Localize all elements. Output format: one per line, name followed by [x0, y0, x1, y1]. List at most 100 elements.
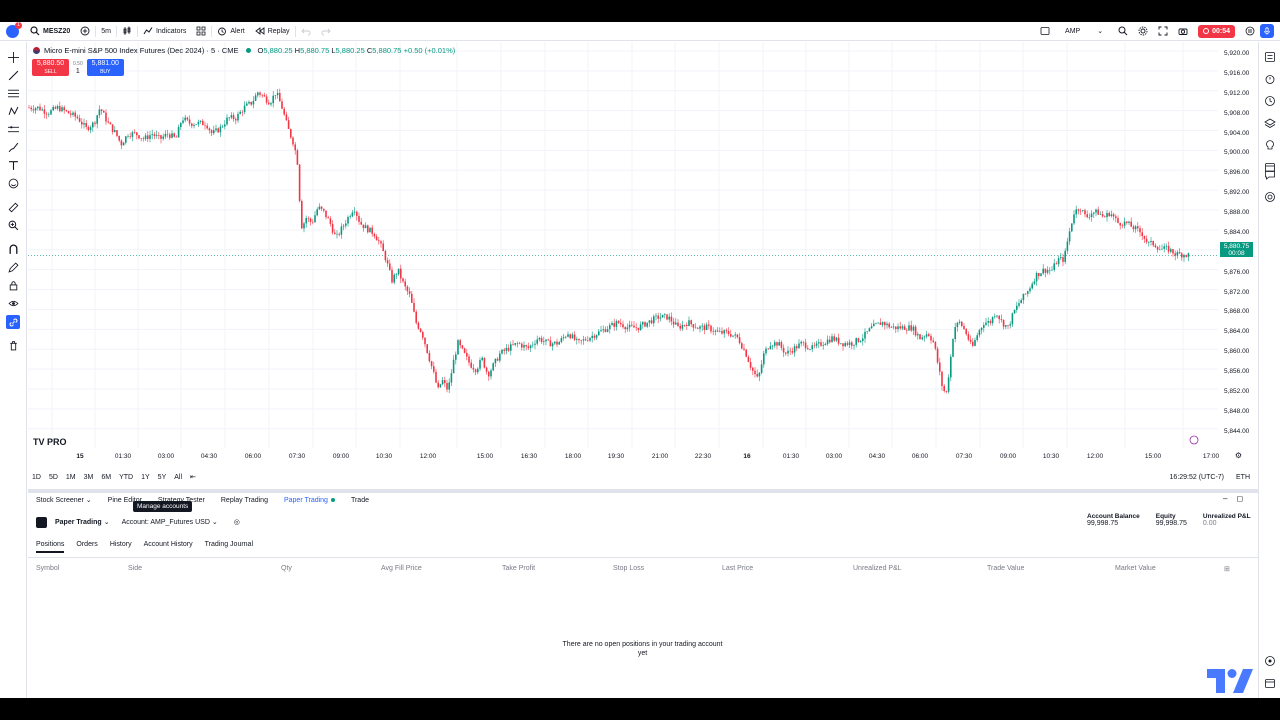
- lock-tool[interactable]: [7, 279, 19, 291]
- compare-button[interactable]: [75, 22, 95, 41]
- ideas-button[interactable]: [1264, 138, 1276, 150]
- replay-button[interactable]: Replay: [250, 22, 295, 41]
- fullscreen-button[interactable]: [1153, 22, 1173, 41]
- panel-tab-strategy-tester[interactable]: Strategy Tester: [157, 496, 205, 504]
- sub-tab-orders[interactable]: Orders: [76, 541, 98, 548]
- goto-date-icon[interactable]: ⇤: [190, 474, 196, 481]
- range-ytd[interactable]: YTD: [119, 473, 134, 481]
- hide-tool[interactable]: [7, 297, 19, 309]
- column-header[interactable]: Market Value: [1115, 565, 1156, 572]
- broker-name[interactable]: Paper Trading: [55, 518, 102, 526]
- templates-button[interactable]: [191, 22, 211, 41]
- candle-body: [573, 334, 576, 340]
- range-1y[interactable]: 1Y: [141, 473, 150, 481]
- sync-drawings-tool[interactable]: [6, 315, 20, 329]
- column-header[interactable]: Symbol: [36, 565, 60, 572]
- calendar-button[interactable]: [1264, 160, 1276, 172]
- range-all[interactable]: All: [174, 473, 183, 481]
- sub-tab-account-history[interactable]: Account History: [143, 541, 193, 548]
- settings-button[interactable]: [1133, 22, 1153, 41]
- forecast-tool[interactable]: [7, 123, 19, 135]
- pause-button[interactable]: [1240, 22, 1260, 41]
- broker-dropdown[interactable]: AMP ⌄: [1055, 22, 1113, 41]
- recording-timer[interactable]: 00:54: [1193, 22, 1240, 41]
- panel-tab-paper-trading[interactable]: Paper Trading: [284, 497, 335, 504]
- crosshair-tool[interactable]: [7, 51, 19, 63]
- timezone-settings-icon[interactable]: ⚙: [1234, 451, 1242, 460]
- alerts-button[interactable]: [1264, 72, 1276, 84]
- column-header[interactable]: Stop Loss: [613, 565, 645, 572]
- recording-button[interactable]: 00:54: [1198, 24, 1235, 38]
- broker-chevron-icon[interactable]: ⌄: [103, 519, 110, 526]
- time-axis[interactable]: ⚙ 15 01:30 03:00 04:30 06:00 07:30 09:00 10:30 1…: [28, 448, 1258, 464]
- zoom-tool[interactable]: [7, 219, 19, 231]
- sub-tab-trading-journal[interactable]: Trading Journal: [204, 541, 254, 548]
- price-axis[interactable]: 5,920.00 5,916.00 5,912.00 5,908.00 5,904.00…: [1218, 42, 1258, 458]
- trendline-tool[interactable]: [7, 69, 19, 81]
- emoji-tool[interactable]: [7, 177, 19, 189]
- column-header[interactable]: Qty: [281, 565, 292, 572]
- account-chevron-icon[interactable]: ⌄: [211, 519, 218, 526]
- layers-button[interactable]: [1264, 116, 1276, 128]
- columns-settings-icon[interactable]: ⊞: [1224, 566, 1230, 573]
- indicators-button[interactable]: Indicators: [138, 22, 191, 41]
- panel-tab-pine-editor[interactable]: Pine Editor: [107, 496, 142, 504]
- range-5y[interactable]: 5Y: [157, 473, 167, 481]
- panel-tab-replay-trading[interactable]: Replay Trading: [220, 496, 268, 504]
- candle-body: [1156, 247, 1159, 250]
- sell-button[interactable]: 5,880.50 SELL: [32, 59, 69, 76]
- chat-button[interactable]: [1264, 168, 1276, 180]
- chart-pane[interactable]: Micro E-mini S&P 500 Index Futures (Dec …: [28, 42, 1218, 448]
- column-header[interactable]: Avg Fill Price: [381, 565, 422, 572]
- watchlist-button[interactable]: [1264, 50, 1276, 62]
- sub-tab-positions[interactable]: Positions: [36, 541, 65, 553]
- sub-tab-history[interactable]: History: [109, 541, 132, 548]
- column-header[interactable]: Side: [128, 565, 143, 572]
- magnet-tool[interactable]: [7, 243, 19, 255]
- range-3m[interactable]: 3M: [83, 473, 94, 481]
- chart-type-button[interactable]: [117, 22, 137, 41]
- maximize-icon[interactable]: ◻: [1236, 494, 1244, 503]
- text-tool[interactable]: [7, 159, 19, 171]
- fib-tool[interactable]: [7, 87, 19, 99]
- undo-button[interactable]: [296, 22, 316, 41]
- column-header[interactable]: Last Price: [722, 565, 754, 572]
- quantity-box[interactable]: 0.50 1: [73, 61, 83, 75]
- target-button[interactable]: [1264, 654, 1276, 666]
- panel-tab-trade[interactable]: Trade: [350, 496, 369, 504]
- snapshot-button[interactable]: [1173, 22, 1193, 41]
- column-header[interactable]: Take Profit: [502, 565, 536, 572]
- remove-drawings-tool[interactable]: [7, 339, 19, 351]
- stay-drawing-tool[interactable]: [7, 261, 19, 273]
- event-marker-icon[interactable]: [1189, 435, 1199, 445]
- quick-search-button[interactable]: [1113, 22, 1133, 41]
- support-button[interactable]: [1264, 190, 1276, 202]
- range-6m[interactable]: 6M: [101, 473, 112, 481]
- minimize-icon[interactable]: ‒: [1223, 494, 1228, 503]
- account-selector[interactable]: Account: AMP_Futures USD: [121, 518, 210, 526]
- candle-body: [708, 324, 710, 326]
- range-1m[interactable]: 1M: [65, 473, 76, 481]
- pattern-tool[interactable]: [7, 105, 19, 117]
- user-avatar[interactable]: 1: [6, 22, 22, 38]
- column-header[interactable]: Unrealized P&L: [853, 565, 902, 572]
- interval-button[interactable]: 5m: [96, 22, 116, 41]
- panel-tab-stock-screener[interactable]: Stock Screener ⌄: [36, 497, 92, 504]
- alert-button[interactable]: Alert: [212, 22, 249, 41]
- session-toggle[interactable]: ETH: [1236, 473, 1250, 481]
- price-chart[interactable]: [28, 42, 1218, 448]
- calendar-bottom-button[interactable]: [1264, 676, 1276, 688]
- redo-button[interactable]: [316, 22, 336, 41]
- account-settings-icon[interactable]: ◎: [233, 519, 240, 526]
- column-header[interactable]: Trade Value: [987, 565, 1025, 572]
- ruler-tool[interactable]: [7, 201, 19, 213]
- buy-button[interactable]: 5,881.00 BUY: [86, 59, 124, 76]
- range-5d[interactable]: 5D: [48, 473, 58, 481]
- clock-timezone[interactable]: 16:29:52 (UTC-7): [1169, 473, 1224, 481]
- publish-button[interactable]: [1260, 24, 1274, 38]
- data-window-button[interactable]: [1264, 94, 1276, 106]
- symbol-search-button[interactable]: MESZ20: [25, 22, 75, 41]
- layout-button[interactable]: [1035, 22, 1055, 41]
- range-1d[interactable]: 1D: [32, 473, 41, 481]
- brush-tool[interactable]: [7, 141, 19, 153]
